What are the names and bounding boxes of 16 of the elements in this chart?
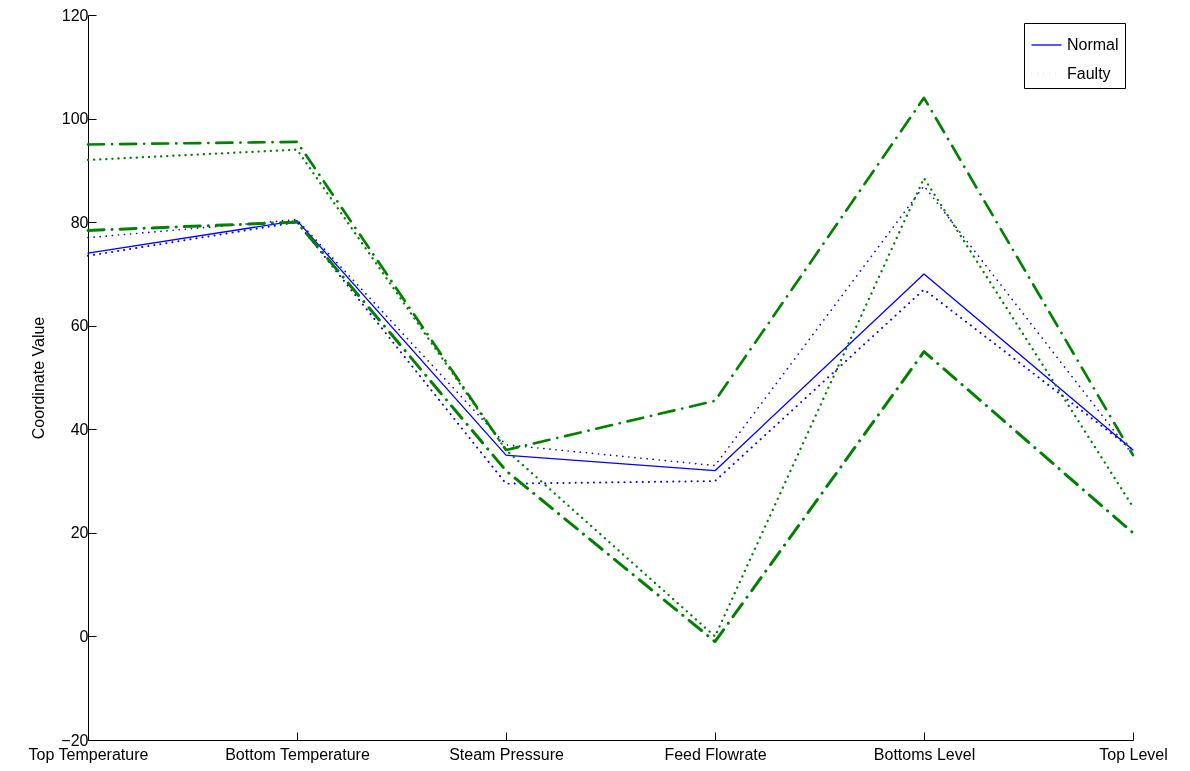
x-tick-label: Bottom Temperature xyxy=(225,745,370,763)
x-tick-label: Feed Flowrate xyxy=(664,745,767,763)
legend-label: Faulty xyxy=(1067,64,1111,82)
legend-label: Normal xyxy=(1067,36,1119,53)
y-tick-label: 80 xyxy=(70,213,89,231)
y-tick-label: 20 xyxy=(70,524,89,542)
x-tick-label: Top Level xyxy=(1099,745,1168,763)
line-series xyxy=(86,220,1135,644)
y-axis-title: Coordinate Value xyxy=(30,316,48,440)
x-tick-label: Steam Pressure xyxy=(449,745,564,763)
y-tick-label: 40 xyxy=(70,420,89,438)
x-tick-label: Bottoms Level xyxy=(873,745,976,763)
y-tick-label: 120 xyxy=(61,6,89,24)
y-tick-label: 60 xyxy=(70,317,89,335)
y-tick-label: 100 xyxy=(61,110,89,128)
y-tick-label: 0 xyxy=(79,627,89,645)
